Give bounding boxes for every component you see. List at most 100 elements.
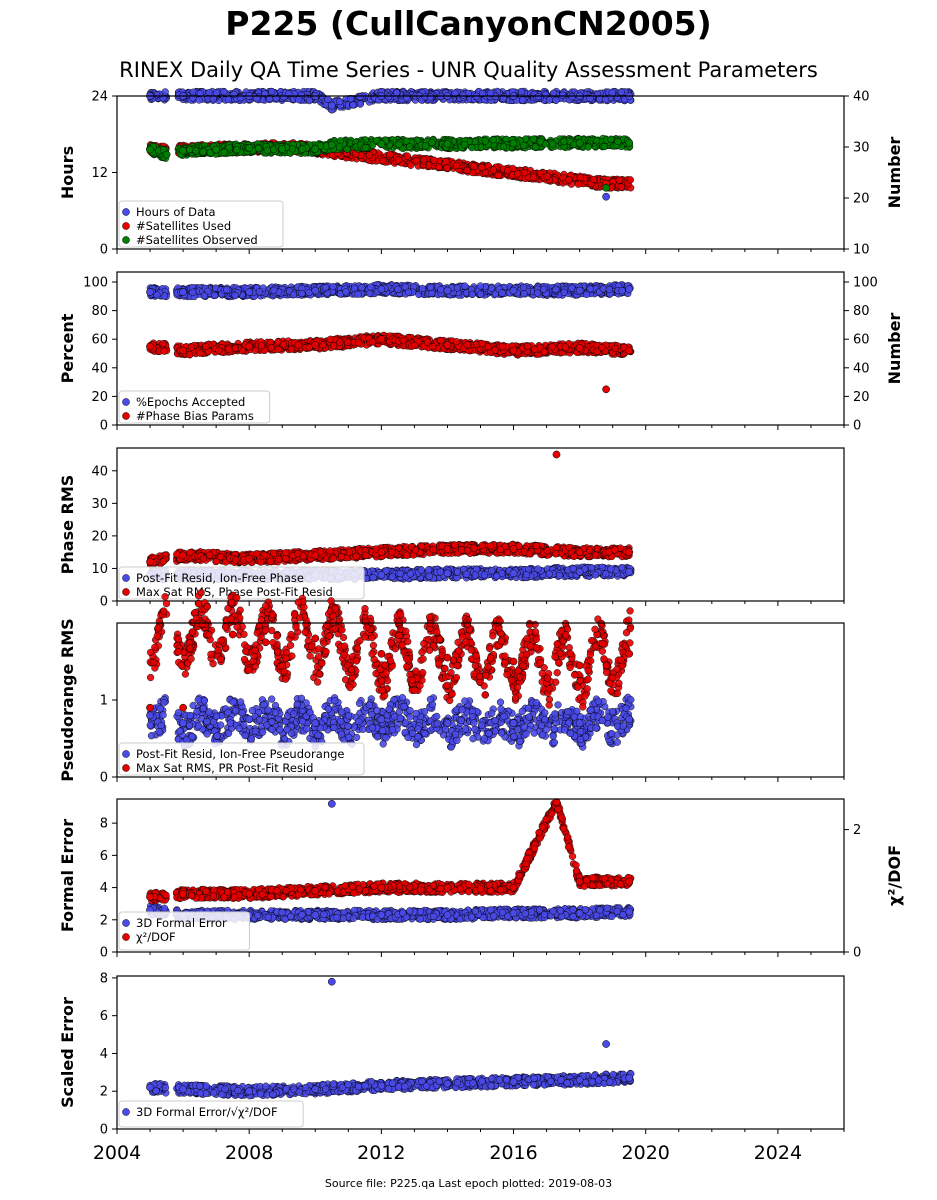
data-point [162,150,171,159]
data-point [336,137,344,145]
data-point [529,173,538,181]
data-point [186,351,194,359]
data-point [476,282,485,290]
data-point [536,137,545,146]
data-point [533,289,542,297]
data-point [179,288,187,296]
data-point [543,172,551,180]
data-point [552,285,560,294]
legend: Hours of Data#Satellites Used#Satellites… [118,200,284,248]
data-point [529,135,537,143]
data-point [575,139,584,147]
data-point [509,139,518,148]
series-2-2 [146,331,635,394]
data-point [195,96,203,104]
data-point [161,88,169,96]
data-point [407,161,415,169]
data-point [358,284,366,292]
data-point [270,286,278,294]
y2-axis-label: Number [885,137,904,209]
data-point [437,286,445,294]
data-point [298,145,306,153]
data-point [394,156,403,164]
data-point [601,96,610,104]
data-point [321,283,330,292]
data-point [494,171,502,180]
data-point [517,87,526,96]
y-tick-label: 24 [91,90,108,105]
data-point [288,145,297,153]
data-point [268,87,276,96]
data-point [520,168,529,177]
data-point [443,164,451,172]
data-point [560,137,568,146]
data-point [509,164,517,173]
data-point [489,136,497,144]
data-point [199,148,207,156]
data-point [298,289,306,298]
data-point [607,135,615,143]
data-point [576,173,585,182]
data-point [255,288,264,296]
data-point [586,285,594,293]
legend-label: #Satellites Observed [136,233,258,247]
data-point [146,288,154,296]
data-point [159,340,167,348]
data-point [395,140,403,149]
data-point [311,286,320,295]
data-point [418,284,427,293]
data-point [509,286,518,295]
data-point [514,170,522,178]
data-point [489,166,498,174]
data-point [602,192,610,201]
data-point [442,157,450,166]
data-point [499,143,508,151]
data-point [615,176,623,184]
y2-tick-label: 40 [853,90,870,105]
data-point [356,100,364,108]
data-point [160,347,168,355]
data-point [356,93,364,101]
data-point [468,143,476,152]
data-point [428,138,436,147]
data-point [367,283,375,291]
legend-marker [122,208,130,216]
data-point [608,89,616,97]
data-point [476,290,485,298]
data-point [478,163,486,172]
data-point [605,285,614,294]
data-point [394,285,402,293]
data-point [327,141,336,149]
data-point [443,286,452,295]
y2-tick-label: 10 [853,243,870,258]
data-point [565,176,573,184]
data-point [220,88,228,96]
data-point [342,288,350,296]
data-point [379,156,387,165]
data-point [225,144,233,152]
data-point [430,156,438,164]
chart-title: P225 (CullCanyonCN2005) [225,4,712,43]
data-point [384,93,393,101]
y-tick-label: 12 [91,166,108,181]
data-point [233,146,241,154]
legend-marker [122,236,130,244]
data-point [468,290,476,299]
data-point [258,342,266,350]
data-point [540,285,548,293]
y2-tick-label: 20 [853,192,870,207]
data-point [560,288,568,296]
data-point [520,141,528,150]
data-point [435,163,443,171]
data-point [263,146,271,154]
data-point [230,90,238,99]
data-point [549,140,557,148]
data-point [625,285,634,294]
data-point [428,289,436,298]
series-2-1 [146,281,634,301]
y2-tick-label: 30 [853,141,870,156]
data-point [189,288,197,296]
data-point [413,157,421,165]
